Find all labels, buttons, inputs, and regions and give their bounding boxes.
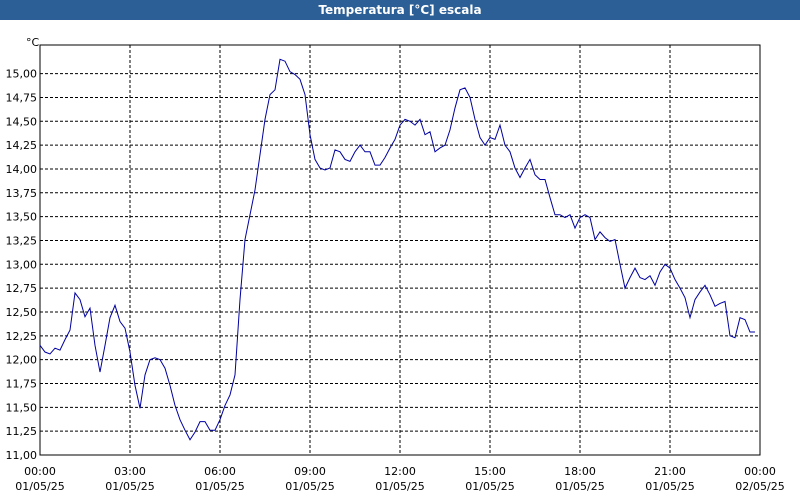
y-tick-label: 15,00 — [6, 68, 38, 81]
y-tick-label: 13,50 — [6, 211, 38, 224]
x-tick-label: 09:00 — [294, 465, 326, 478]
chart: °C 11,00 11,25 11,50 11,75 12,00 12,25 12,50 12… — [6, 36, 785, 493]
y-tick-label: 14,75 — [6, 91, 38, 104]
x-tick-label: 00:00 — [24, 465, 56, 478]
y-tick-label: 14,50 — [6, 115, 38, 128]
x-tick-label: 12:00 — [384, 465, 416, 478]
x-tick-date: 01/05/25 — [15, 480, 64, 493]
y-tick-label: 13,00 — [6, 258, 38, 271]
x-tick-label: 18:00 — [564, 465, 596, 478]
x-tick-date: 01/05/25 — [285, 480, 334, 493]
x-tick-date: 01/05/25 — [105, 480, 154, 493]
y-tick-label: 14,00 — [6, 163, 38, 176]
y-tick-label: 12,75 — [6, 282, 38, 295]
x-tick-date: 01/05/25 — [555, 480, 604, 493]
x-tick-date: 02/05/25 — [735, 480, 784, 493]
title-bar: Temperatura [°C] escala — [0, 0, 800, 20]
y-tick-label: 11,50 — [6, 401, 38, 414]
y-tick-label: 11,75 — [6, 377, 38, 390]
y-tick-label: 11,25 — [6, 425, 38, 438]
y-tick-label: 12,00 — [6, 354, 38, 367]
x-tick-label: 06:00 — [204, 465, 236, 478]
x-tick-label: 00:00 — [744, 465, 776, 478]
y-tick-label: 12,50 — [6, 306, 38, 319]
y-unit: °C — [26, 36, 40, 49]
x-tick-label: 15:00 — [474, 465, 506, 478]
y-tick-label: 12,25 — [6, 330, 38, 343]
x-tick-date: 01/05/25 — [645, 480, 694, 493]
x-tick-label: 21:00 — [654, 465, 686, 478]
plot-frame — [39, 44, 761, 456]
y-tick-label: 11,00 — [6, 449, 38, 462]
x-tick-date: 01/05/25 — [375, 480, 424, 493]
x-tick-date: 01/05/25 — [195, 480, 244, 493]
y-tick-label: 14,25 — [6, 139, 38, 152]
y-tick-label: 13,25 — [6, 234, 38, 247]
x-tick-label: 03:00 — [114, 465, 146, 478]
data-line — [39, 58, 755, 441]
x-tick-date: 01/05/25 — [465, 480, 514, 493]
y-tick-label: 13,75 — [6, 187, 38, 200]
